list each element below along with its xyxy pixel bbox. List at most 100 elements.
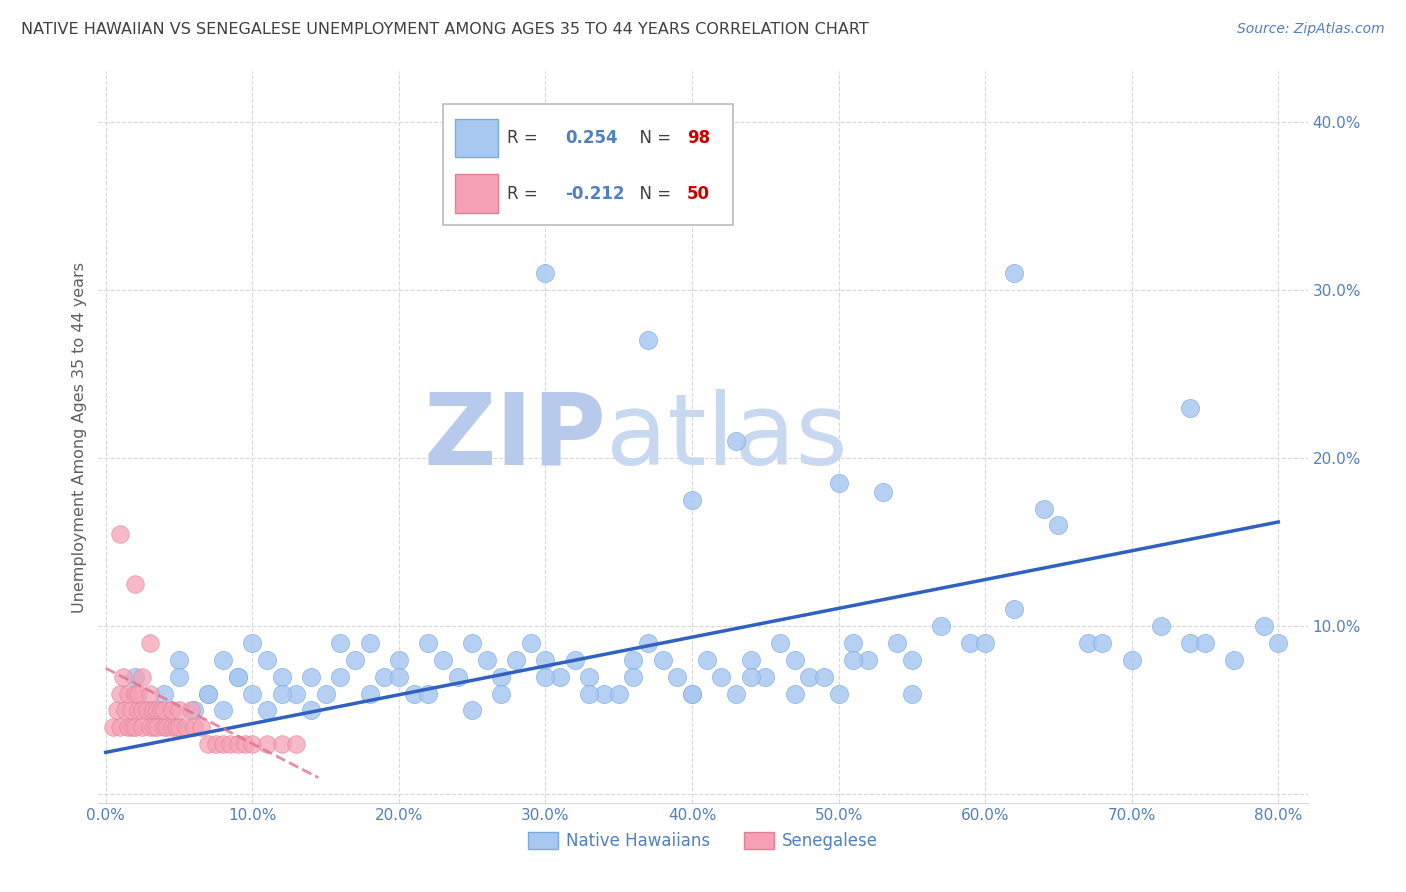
Point — [886, 636, 908, 650]
Point — [621, 653, 644, 667]
Point — [359, 636, 381, 650]
Point — [783, 686, 806, 700]
Point — [1091, 636, 1114, 650]
Point — [121, 720, 143, 734]
Point — [974, 636, 997, 650]
Point — [146, 703, 169, 717]
Point — [127, 686, 149, 700]
Point — [1180, 636, 1202, 650]
Point — [740, 670, 762, 684]
Point — [176, 720, 198, 734]
Point — [827, 476, 849, 491]
Point — [219, 737, 242, 751]
Point — [402, 686, 425, 700]
Point — [270, 737, 292, 751]
Point — [143, 720, 166, 734]
Text: NATIVE HAWAIIAN VS SENEGALESE UNEMPLOYMENT AMONG AGES 35 TO 44 YEARS CORRELATION: NATIVE HAWAIIAN VS SENEGALESE UNEMPLOYME… — [21, 22, 869, 37]
Text: Source: ZipAtlas.com: Source: ZipAtlas.com — [1237, 22, 1385, 37]
Point — [1004, 602, 1026, 616]
Point — [240, 686, 263, 700]
Point — [112, 670, 135, 684]
Point — [285, 686, 308, 700]
Point — [827, 686, 849, 700]
Point — [127, 703, 149, 717]
Point — [520, 636, 543, 650]
Point — [197, 686, 219, 700]
Point — [534, 653, 557, 667]
Point — [1032, 501, 1054, 516]
Point — [475, 653, 498, 667]
Point — [256, 737, 278, 751]
Point — [114, 703, 136, 717]
Point — [740, 653, 762, 667]
Point — [872, 484, 894, 499]
Point — [167, 703, 190, 717]
Point — [388, 653, 411, 667]
Point — [359, 686, 381, 700]
Point — [929, 619, 952, 633]
Point — [110, 526, 132, 541]
Point — [165, 720, 187, 734]
Point — [637, 636, 659, 650]
Point — [299, 703, 322, 717]
Point — [183, 720, 205, 734]
Point — [190, 720, 212, 734]
Point — [117, 720, 139, 734]
Point — [901, 686, 924, 700]
Point — [167, 720, 190, 734]
Point — [110, 686, 132, 700]
Point — [461, 636, 484, 650]
Point — [160, 703, 183, 717]
Point — [724, 686, 747, 700]
Y-axis label: Unemployment Among Ages 35 to 44 years: Unemployment Among Ages 35 to 44 years — [72, 261, 87, 613]
Point — [212, 737, 235, 751]
Point — [131, 670, 153, 684]
Point — [299, 670, 322, 684]
Point — [534, 266, 557, 280]
Point — [637, 334, 659, 348]
Point — [110, 720, 132, 734]
Point — [842, 636, 865, 650]
Point — [666, 670, 689, 684]
Point — [226, 670, 249, 684]
Point — [842, 653, 865, 667]
Point — [138, 686, 160, 700]
Point — [432, 653, 454, 667]
Legend: Native Hawaiians, Senegalese: Native Hawaiians, Senegalese — [522, 825, 884, 856]
Point — [329, 670, 352, 684]
Point — [446, 670, 468, 684]
Point — [131, 720, 153, 734]
Point — [315, 686, 337, 700]
Point — [564, 653, 586, 667]
Point — [204, 737, 226, 751]
Point — [226, 670, 249, 684]
Point — [138, 636, 160, 650]
Point — [681, 493, 703, 508]
Point — [135, 703, 157, 717]
Point — [226, 737, 249, 751]
Point — [813, 670, 835, 684]
Point — [138, 720, 160, 734]
Point — [578, 670, 600, 684]
Point — [1180, 401, 1202, 415]
Point — [233, 737, 256, 751]
Point — [153, 703, 176, 717]
Point — [856, 653, 879, 667]
Point — [578, 686, 600, 700]
Point — [681, 686, 703, 700]
Point — [1047, 518, 1070, 533]
Point — [373, 670, 395, 684]
Point — [1267, 636, 1289, 650]
Point — [491, 686, 513, 700]
Point — [783, 653, 806, 667]
Point — [150, 703, 173, 717]
Point — [160, 720, 183, 734]
Point — [167, 670, 190, 684]
Point — [240, 636, 263, 650]
Point — [491, 670, 513, 684]
Point — [534, 670, 557, 684]
Point — [607, 686, 630, 700]
Point — [621, 670, 644, 684]
Point — [461, 703, 484, 717]
Point — [548, 670, 571, 684]
